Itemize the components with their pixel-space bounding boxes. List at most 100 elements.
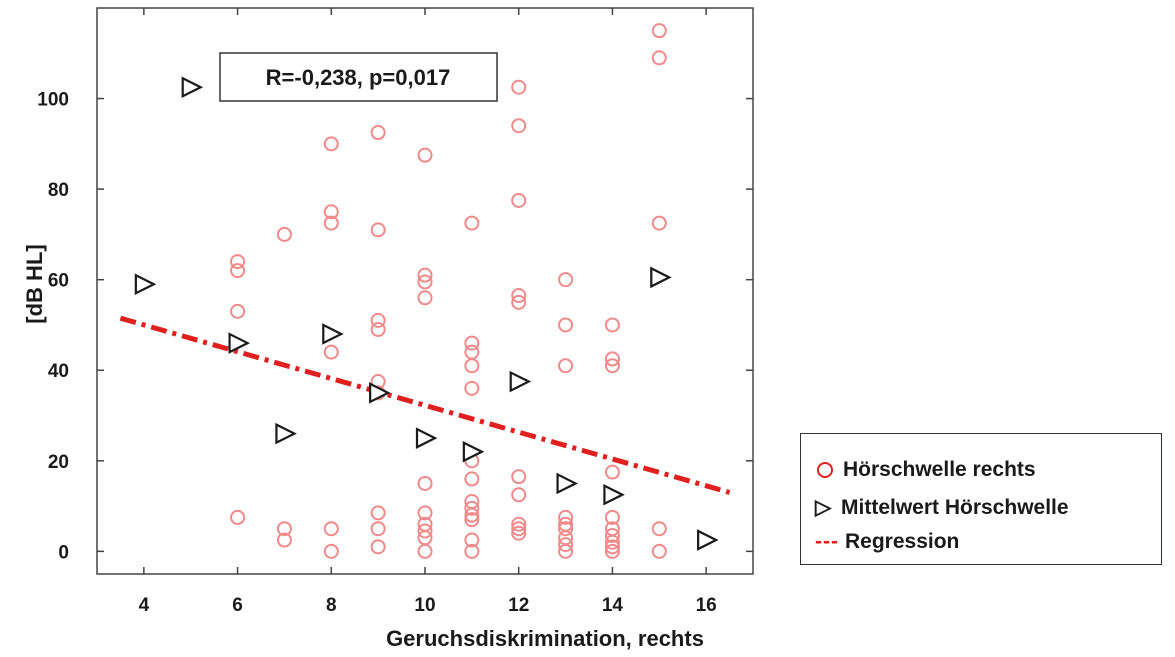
hearing-threshold-point xyxy=(511,288,527,304)
hearing-threshold-point xyxy=(464,344,480,360)
y-tick-label: 0 xyxy=(58,542,69,563)
hearing-threshold-point xyxy=(370,312,386,328)
hearing-threshold-point xyxy=(417,543,433,559)
hearing-threshold-point xyxy=(604,509,620,525)
hearing-threshold-point xyxy=(604,464,620,480)
hearing-threshold-point xyxy=(604,543,620,559)
hearing-threshold-point xyxy=(276,226,292,242)
mean-point xyxy=(697,529,719,551)
hearing-threshold-point xyxy=(558,521,574,537)
legend-label: Mittelwert Hörschwelle xyxy=(841,495,1069,519)
hearing-threshold-point xyxy=(511,487,527,503)
legend: Hörschwelle rechts ▷ Mittelwert Hörschwe… xyxy=(800,433,1162,565)
mean-point xyxy=(369,382,391,404)
legend-label: Hörschwelle rechts xyxy=(843,458,1036,481)
hearing-threshold-point xyxy=(464,335,480,351)
hearing-threshold-point xyxy=(651,50,667,66)
x-tick-label: 16 xyxy=(696,595,717,616)
y-axis-title: [dB HL] xyxy=(22,244,47,323)
mean-point xyxy=(228,332,251,354)
hearing-threshold-point xyxy=(417,290,433,306)
hearing-threshold-point xyxy=(276,532,292,548)
x-tick-label: 12 xyxy=(508,595,529,616)
hearing-threshold-point xyxy=(511,469,527,485)
regression-line xyxy=(119,315,731,495)
hearing-threshold-point xyxy=(417,505,433,521)
hearing-threshold-point xyxy=(276,521,292,537)
hearing-threshold-point xyxy=(464,532,480,548)
hearing-threshold-point xyxy=(651,215,667,231)
hearing-threshold-point xyxy=(323,215,339,231)
hearing-threshold-point xyxy=(558,537,574,553)
mean-point xyxy=(462,440,485,463)
hearing-threshold-point xyxy=(417,267,433,283)
hearing-threshold-point xyxy=(464,358,480,374)
hearing-threshold-point xyxy=(604,528,620,544)
hearing-threshold-point xyxy=(511,192,527,208)
mean-point xyxy=(650,266,672,289)
hearing-threshold-point xyxy=(370,521,386,537)
hearing-threshold-point xyxy=(230,303,246,319)
hearing-threshold-point xyxy=(370,505,386,521)
hearing-threshold-point xyxy=(464,512,480,528)
x-tick-label: 6 xyxy=(232,595,243,616)
hearing-threshold-point xyxy=(464,471,480,487)
hearing-threshold-point xyxy=(604,317,620,333)
hearing-threshold-point xyxy=(558,509,574,525)
mean-point xyxy=(415,427,438,449)
hearing-threshold-point xyxy=(323,204,339,220)
x-tick-label: 8 xyxy=(326,595,337,616)
hearing-threshold-point xyxy=(558,358,574,374)
hearing-threshold-point xyxy=(417,274,433,290)
x-tick-label: 4 xyxy=(139,595,150,616)
mean-point xyxy=(556,472,579,495)
hearing-threshold-point xyxy=(604,539,620,555)
dash-line-icon: --- xyxy=(815,530,839,553)
legend-item-mittelwert: ▷ Mittelwert Hörschwelle xyxy=(815,495,1069,520)
stats-annotation: R=-0,238, p=0,017 xyxy=(219,52,498,102)
hearing-threshold-point xyxy=(604,351,620,367)
hearing-threshold-point xyxy=(370,321,386,337)
hearing-threshold-point xyxy=(558,272,574,288)
hearing-threshold-point xyxy=(230,263,246,279)
hearing-threshold-point xyxy=(511,521,527,537)
hearing-threshold-point xyxy=(323,344,339,360)
mean-point xyxy=(509,370,532,393)
hearing-threshold-point xyxy=(464,543,480,559)
hearing-threshold-point xyxy=(417,523,433,539)
hearing-threshold-point xyxy=(230,254,246,270)
mean-point xyxy=(134,273,157,295)
y-tick-label: 80 xyxy=(48,180,69,201)
hearing-threshold-point xyxy=(651,23,667,39)
hearing-threshold-point xyxy=(651,521,667,537)
mean-point xyxy=(181,76,204,99)
hearing-threshold-point xyxy=(558,317,574,333)
hearing-threshold-point xyxy=(604,358,620,374)
hearing-threshold-point xyxy=(370,539,386,555)
x-tick-label: 10 xyxy=(414,595,435,616)
stats-annotation-text: R=-0,238, p=0,017 xyxy=(266,65,451,90)
hearing-threshold-point xyxy=(511,516,527,532)
hearing-threshold-point xyxy=(464,215,480,231)
circle-marker-icon xyxy=(817,462,833,478)
hearing-threshold-point xyxy=(323,521,339,537)
y-tick-label: 40 xyxy=(48,361,69,382)
hearing-threshold-point xyxy=(417,475,433,491)
hearing-threshold-point xyxy=(323,543,339,559)
hearing-threshold-point xyxy=(511,79,527,95)
legend-item-regression: --- Regression xyxy=(815,530,959,554)
x-tick-label: 14 xyxy=(602,595,624,616)
hearing-threshold-point xyxy=(464,507,480,523)
hearing-threshold-point xyxy=(370,125,386,141)
mean-point xyxy=(322,323,344,345)
y-tick-label: 100 xyxy=(37,90,69,111)
mean-point xyxy=(603,483,625,506)
hearing-threshold-point xyxy=(464,380,480,396)
triangle-right-icon: ▷ xyxy=(815,496,832,519)
hearing-threshold-point xyxy=(464,500,480,516)
plot-area: 4 6 8 10 12 14 16 0 20 40 60 80 100 xyxy=(37,7,754,616)
hearing-threshold-point xyxy=(651,543,667,559)
hearing-threshold-point xyxy=(230,509,246,525)
mean-point xyxy=(275,422,297,445)
